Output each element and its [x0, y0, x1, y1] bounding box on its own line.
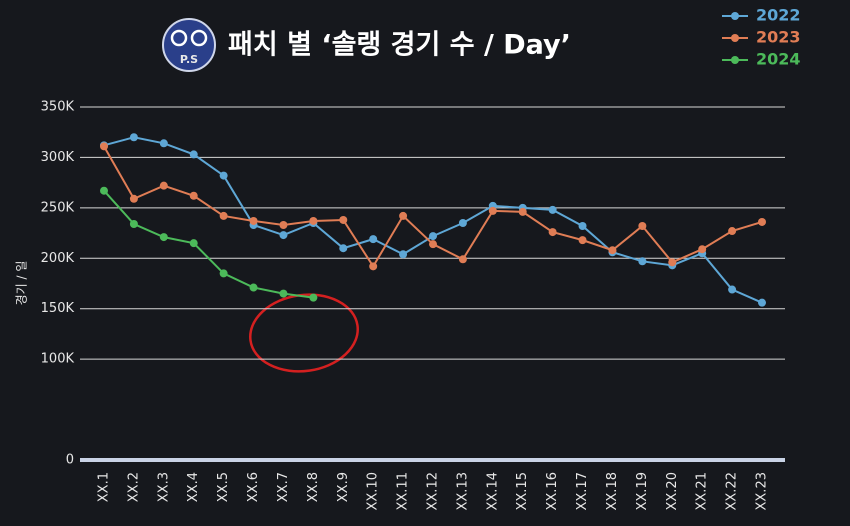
- x-tick-label: XX.8: [306, 472, 321, 502]
- y-tick-label: 100K: [41, 352, 75, 367]
- data-point: [668, 258, 677, 267]
- data-point: [279, 221, 288, 230]
- x-tick-label: XX.10: [366, 472, 381, 511]
- series-line: [103, 190, 314, 299]
- y-tick-label: 150K: [41, 301, 75, 316]
- data-point: [548, 205, 557, 214]
- data-point: [159, 181, 168, 190]
- data-point: [129, 194, 138, 203]
- data-point: [339, 215, 348, 224]
- series-line: [103, 145, 763, 269]
- x-tick-label: XX.13: [455, 472, 470, 511]
- data-point: [429, 240, 437, 249]
- legend-marker: [731, 56, 739, 64]
- logo-eye: [170, 29, 188, 47]
- data-point: [309, 293, 318, 302]
- x-tick-label: XX.18: [605, 472, 620, 511]
- data-point: [189, 239, 198, 248]
- data-point: [339, 244, 348, 253]
- data-point: [249, 216, 258, 225]
- x-tick-label: XX.22: [725, 472, 740, 511]
- data-point: [129, 133, 138, 142]
- x-tick-label: XX.20: [665, 472, 680, 511]
- data-point: [728, 227, 737, 236]
- y-tick-label: 0: [66, 453, 74, 468]
- y-tick-label: 250K: [41, 200, 75, 215]
- data-point: [728, 285, 737, 294]
- x-tick-label: XX.19: [635, 472, 650, 511]
- x-tick-label: XX.16: [545, 472, 560, 511]
- x-tick-label: XX.5: [216, 472, 231, 502]
- x-tick-label: XX.1: [97, 472, 112, 502]
- series-line: [103, 136, 763, 304]
- x-tick-label: XX.12: [426, 472, 441, 511]
- data-point: [219, 211, 228, 220]
- x-tick-label: XX.6: [246, 472, 261, 502]
- data-point: [219, 269, 228, 278]
- x-tick-label: XX.23: [755, 472, 770, 511]
- data-point: [159, 139, 168, 148]
- data-point: [129, 219, 138, 228]
- x-tick-label: XX.11: [396, 472, 411, 511]
- data-point: [189, 150, 198, 159]
- data-point: [758, 298, 766, 307]
- data-point: [369, 235, 378, 244]
- x-tick-label: XX.7: [276, 472, 291, 502]
- x-tick-label: XX.2: [126, 472, 141, 502]
- data-point: [758, 217, 766, 226]
- data-point: [548, 228, 557, 237]
- data-point: [159, 233, 168, 242]
- legend-marker: [731, 34, 739, 42]
- x-tick-label: XX.15: [515, 472, 530, 511]
- data-point: [608, 246, 617, 255]
- legend-label: 2022: [756, 6, 801, 25]
- data-point: [429, 232, 437, 241]
- data-point: [309, 216, 318, 225]
- y-tick-label: 200K: [41, 251, 75, 266]
- data-point: [638, 222, 647, 231]
- x-tick-label: XX.3: [156, 472, 171, 502]
- logo-text: P.S: [180, 53, 198, 66]
- data-point: [279, 289, 288, 298]
- data-point: [189, 191, 198, 200]
- data-point: [578, 222, 587, 231]
- x-tick-label: XX.9: [336, 472, 351, 502]
- legend-marker: [731, 12, 739, 20]
- annotation-circle: [249, 293, 359, 373]
- y-axis-label: 경기 / 일: [15, 261, 29, 306]
- data-point: [578, 236, 587, 245]
- logo-eye: [190, 29, 208, 47]
- chart-title: 패치 별 ‘솔랭 경기 수 / Day’: [228, 30, 571, 61]
- data-point: [219, 171, 228, 180]
- y-tick-label: 350K: [41, 100, 75, 115]
- x-tick-label: XX.17: [575, 472, 590, 511]
- data-point: [458, 218, 467, 227]
- data-point: [399, 250, 408, 259]
- legend-label: 2024: [756, 50, 801, 69]
- x-tick-label: XX.4: [186, 472, 201, 502]
- data-point: [698, 245, 707, 254]
- data-point: [279, 231, 288, 240]
- data-point: [638, 257, 647, 266]
- x-tick-label: XX.21: [695, 472, 710, 511]
- data-point: [458, 255, 467, 264]
- data-point: [488, 206, 497, 215]
- y-tick-label: 300K: [41, 150, 75, 165]
- data-point: [518, 207, 527, 216]
- x-tick-label: XX.14: [485, 472, 500, 511]
- legend-label: 2023: [756, 28, 801, 47]
- data-point: [369, 262, 378, 271]
- data-point: [100, 186, 108, 195]
- data-point: [100, 142, 108, 151]
- data-point: [249, 283, 258, 292]
- data-point: [399, 211, 408, 220]
